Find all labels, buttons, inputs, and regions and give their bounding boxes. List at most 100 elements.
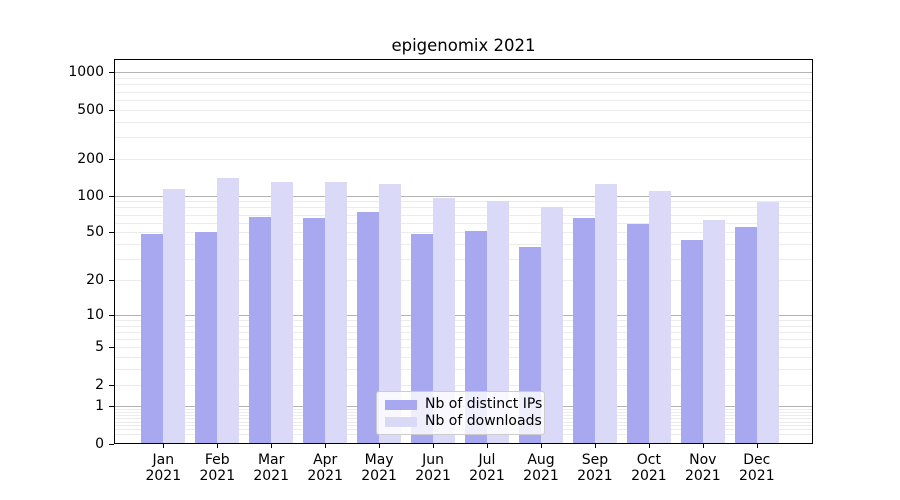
- bar-downloads: [756, 201, 779, 443]
- x-tick-label: Oct 2021: [631, 452, 667, 484]
- bar-distinct-ips: [141, 234, 164, 443]
- plot-area: [114, 59, 813, 444]
- minor-gridline: [115, 91, 812, 93]
- x-tick-label: Nov 2021: [684, 452, 721, 484]
- bar-distinct-ips: [680, 240, 703, 443]
- bar-distinct-ips: [465, 231, 487, 443]
- minor-gridline: [115, 369, 812, 370]
- y-tick-mark: [109, 347, 114, 349]
- y-tick-label: 2: [95, 376, 104, 393]
- minor-gridline: [115, 121, 812, 123]
- x-tick-mark: [594, 444, 596, 448]
- x-tick-mark: [756, 444, 758, 448]
- y-tick-mark: [109, 384, 114, 386]
- x-tick-mark: [702, 444, 704, 448]
- bar-distinct-ips: [303, 218, 326, 443]
- y-tick-label: 20: [86, 271, 104, 288]
- minor-gridline: [115, 244, 812, 245]
- bar-distinct-ips: [626, 223, 649, 443]
- minor-gridline: [115, 214, 812, 216]
- y-tick-label: 5: [95, 339, 104, 356]
- legend-swatch-downloads: [385, 416, 417, 427]
- bar-downloads: [433, 197, 456, 443]
- x-tick-mark: [379, 444, 381, 448]
- minor-gridline: [115, 259, 812, 260]
- bar-distinct-ips: [734, 227, 757, 443]
- legend-row-downloads: Nb of downloads: [385, 414, 542, 429]
- bar-distinct-ips: [411, 234, 434, 443]
- legend-label-distinct-ips: Nb of distinct IPs: [425, 396, 543, 412]
- bar-downloads: [487, 200, 509, 443]
- x-tick-mark: [648, 444, 650, 448]
- y-tick-label: 1: [95, 398, 104, 415]
- y-tick-mark: [109, 443, 114, 445]
- x-tick-label: Feb 2021: [199, 452, 236, 484]
- y-tick-mark: [109, 232, 114, 234]
- y-tick-label: 100: [77, 187, 104, 204]
- x-tick-label: Sep 2021: [577, 452, 613, 484]
- bar-distinct-ips: [195, 232, 218, 443]
- minor-gridline: [115, 357, 812, 358]
- y-tick-label: 0: [95, 435, 104, 452]
- minor-gridline: [115, 347, 812, 349]
- chart-title: epigenomix 2021: [391, 36, 536, 55]
- bar-downloads: [163, 189, 186, 443]
- legend-label-downloads: Nb of downloads: [425, 413, 542, 429]
- x-tick-mark: [433, 444, 435, 448]
- bar-downloads: [379, 184, 402, 443]
- minor-gridline: [115, 136, 812, 138]
- y-tick-mark: [109, 72, 114, 74]
- y-tick-mark: [109, 314, 114, 316]
- x-tick-mark: [217, 444, 219, 448]
- minor-gridline: [115, 339, 812, 340]
- minor-gridline: [115, 78, 812, 79]
- y-tick-mark: [109, 406, 114, 408]
- bar-downloads: [541, 207, 563, 443]
- major-gridline: [115, 314, 812, 316]
- x-tick-label: May 2021: [361, 452, 397, 484]
- x-tick-label: Jul 2021: [469, 452, 505, 484]
- bar-distinct-ips: [249, 216, 272, 443]
- y-tick-mark: [109, 158, 114, 160]
- x-tick-mark: [325, 444, 327, 448]
- minor-gridline: [115, 384, 812, 386]
- x-tick-label: Dec 2021: [738, 452, 775, 484]
- y-tick-label: 10: [86, 306, 104, 323]
- x-tick-mark: [487, 444, 488, 448]
- y-tick-mark: [109, 109, 114, 111]
- bar-downloads: [702, 220, 725, 443]
- bar-downloads: [594, 184, 617, 443]
- y-tick-label: 500: [77, 101, 104, 118]
- x-tick-mark: [541, 444, 542, 448]
- y-tick-label: 1000: [68, 64, 104, 81]
- minor-gridline: [115, 99, 812, 101]
- y-tick-mark: [109, 279, 114, 281]
- y-tick-mark: [109, 195, 114, 197]
- minor-gridline: [115, 232, 812, 234]
- minor-gridline: [115, 201, 812, 203]
- major-gridline: [115, 72, 812, 74]
- minor-gridline: [115, 279, 812, 281]
- bar-downloads: [271, 182, 294, 443]
- x-tick-label: Jun 2021: [415, 452, 451, 484]
- minor-gridline: [115, 319, 812, 321]
- minor-gridline: [115, 84, 812, 86]
- minor-gridline: [115, 207, 812, 209]
- minor-gridline: [115, 331, 812, 333]
- y-tick-label: 50: [86, 224, 104, 241]
- y-tick-label: 200: [77, 150, 104, 167]
- major-gridline: [115, 195, 812, 197]
- bar-downloads: [325, 182, 348, 443]
- minor-gridline: [115, 158, 812, 160]
- bar-layer: [115, 60, 812, 443]
- minor-gridline: [115, 325, 812, 327]
- minor-gridline: [115, 109, 812, 111]
- bar-distinct-ips: [572, 218, 595, 443]
- bar-downloads: [217, 177, 240, 443]
- x-tick-label: Mar 2021: [253, 452, 289, 484]
- x-tick-label: Apr 2021: [307, 452, 343, 484]
- x-tick-mark: [163, 444, 165, 448]
- x-tick-label: Aug 2021: [523, 452, 559, 484]
- x-tick-label: Jan 2021: [145, 452, 182, 484]
